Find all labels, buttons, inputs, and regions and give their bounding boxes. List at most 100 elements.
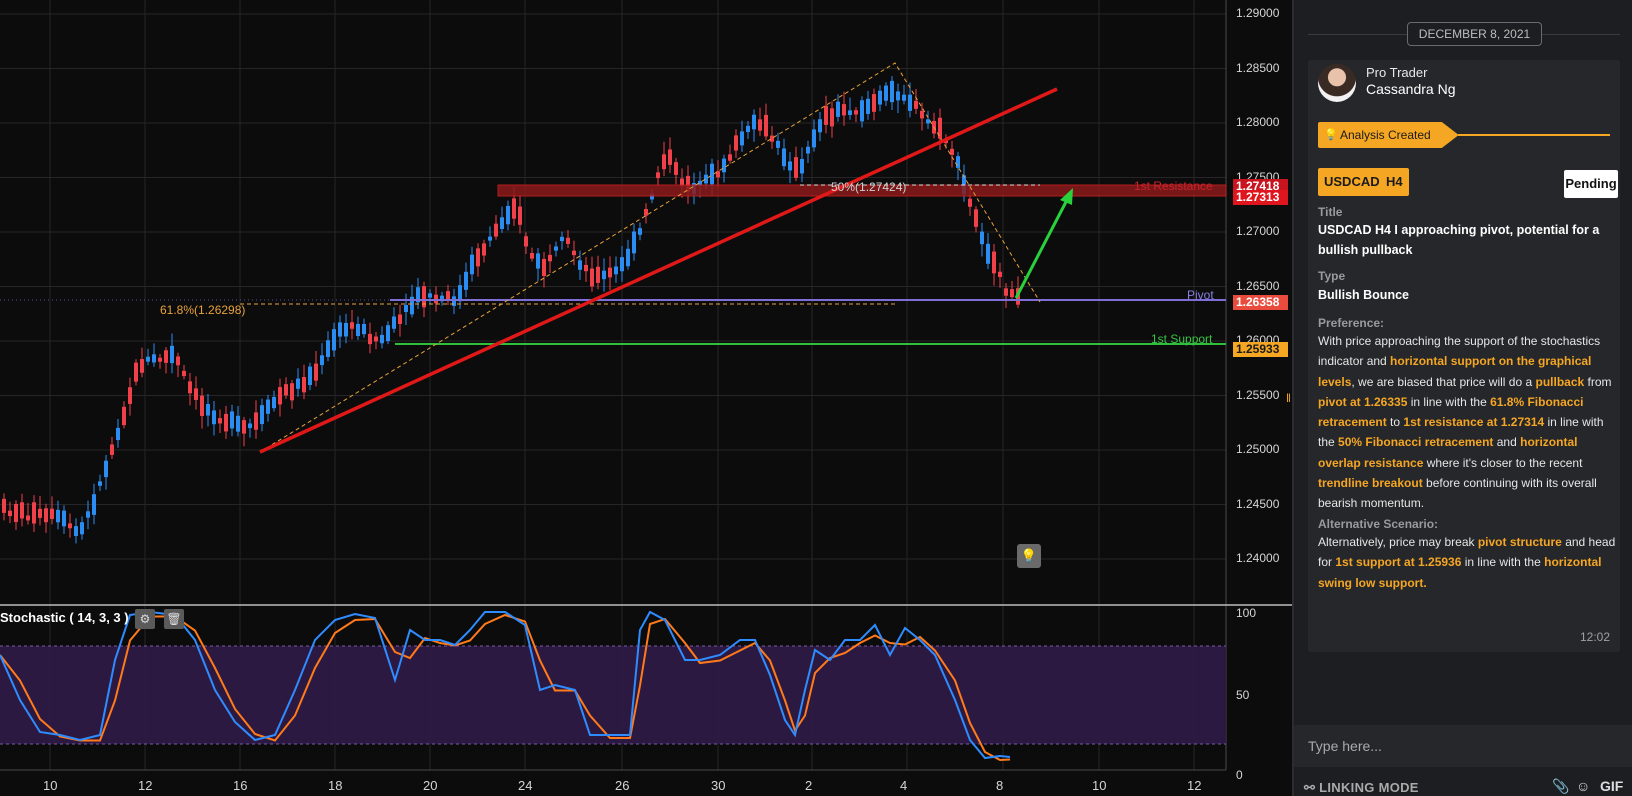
gif-button[interactable]: GIF: [1600, 778, 1624, 794]
bull-candle: [704, 174, 708, 184]
bear-candle: [950, 148, 954, 155]
date-axis-label: 24: [518, 778, 533, 793]
bear-candle: [302, 377, 306, 393]
price-axis-label: 1.25000: [1236, 442, 1280, 456]
bull-candle: [788, 161, 792, 171]
highlight-text: 61.8% Fibonacci retracement: [1318, 394, 1584, 430]
bear-candle: [182, 370, 186, 377]
bull-candle: [452, 296, 456, 306]
bear-candle: [716, 171, 720, 178]
fib-618-label: 61.8%(1.26298): [160, 303, 246, 317]
bull-candle: [908, 94, 912, 111]
date-pill: DECEMBER 8, 2021: [1407, 22, 1542, 46]
price-axis-label: 1.27000: [1236, 224, 1280, 238]
trash-icon[interactable]: 🗑: [164, 609, 184, 629]
bull-candle: [74, 526, 78, 537]
bull-candle: [806, 146, 810, 154]
body-text: where it's closer to the recent: [1423, 455, 1583, 470]
date-axis-label: 8: [996, 778, 1004, 793]
fib-swing-line: [259, 62, 1041, 453]
highlight-text: 50% Fibonacci retracement: [1338, 435, 1494, 450]
bear-candle: [38, 508, 42, 518]
bull-candle: [362, 324, 366, 335]
gear-icon[interactable]: ⚙: [135, 609, 155, 629]
bear-candle: [530, 253, 534, 259]
price-axis-label: 1.24500: [1236, 496, 1280, 511]
pivot-label: Pivot: [1187, 288, 1214, 302]
preference-text: With price approaching the support of th…: [1318, 331, 1616, 514]
bull-candle: [356, 323, 360, 337]
bear-candle: [188, 381, 192, 394]
bear-candle: [26, 515, 30, 521]
bear-candle: [548, 254, 552, 262]
price-axis-label: 1.28000: [1236, 115, 1280, 129]
bull-candle: [470, 254, 474, 275]
bear-candle: [476, 248, 480, 267]
status-bar: 💡 Analysis Created: [1318, 122, 1618, 148]
bear-candle: [728, 154, 732, 161]
bull-candle: [506, 205, 510, 225]
bear-candle: [482, 243, 486, 256]
highlight-text: trendline breakout: [1318, 476, 1423, 491]
bull-candle: [698, 180, 702, 185]
timeframe-tag[interactable]: H4: [1380, 168, 1409, 196]
body-text: from: [1584, 374, 1612, 389]
linking-mode-toggle[interactable]: ⚯ LINKING MODE: [1304, 780, 1419, 796]
body-text: in line with the: [1318, 415, 1604, 450]
bull-candle: [602, 270, 606, 280]
bear-candle: [734, 135, 738, 151]
pair-tag[interactable]: USDCAD: [1318, 168, 1386, 196]
body-text: , we are biased that price will do a: [1351, 374, 1536, 389]
price-chart[interactable]: [0, 0, 1292, 796]
bull-candle: [554, 246, 558, 251]
bull-candle: [626, 248, 630, 267]
analysis-card: Pro Trader Cassandra Ng 💡 Analysis Creat…: [1308, 60, 1620, 652]
bull-candle: [80, 522, 84, 535]
bull-candle: [890, 80, 894, 103]
bear-candle: [446, 291, 450, 302]
bear-candle: [794, 157, 798, 178]
bear-candle: [872, 94, 876, 112]
bear-candle: [224, 413, 228, 432]
bear-candle: [566, 237, 570, 244]
highlight-text: horizontal overlap resistance: [1318, 435, 1578, 470]
bull-candle: [104, 460, 108, 478]
bull-candle: [440, 295, 444, 302]
body-text: and: [1493, 435, 1521, 450]
bear-candle: [1004, 288, 1008, 296]
bear-candle: [8, 510, 12, 517]
lightbulb-icon[interactable]: 💡: [1017, 544, 1041, 568]
bull-candle: [776, 140, 780, 148]
date-axis-label: 10: [43, 778, 58, 793]
date-axis-label: 26: [615, 778, 630, 793]
bear-candle: [668, 149, 672, 165]
stochastic-d-line: [0, 613, 1011, 762]
paperclip-icon[interactable]: 📎: [1552, 778, 1570, 794]
bear-candle: [518, 206, 522, 225]
bear-candle: [2, 498, 6, 513]
avatar[interactable]: [1318, 64, 1356, 102]
bear-candle: [314, 363, 318, 381]
bull-candle: [320, 355, 324, 366]
bull-candle: [722, 158, 726, 173]
bull-candle: [884, 85, 888, 101]
bull-candle: [560, 236, 564, 242]
bull-candle: [632, 231, 636, 254]
bear-candle: [278, 387, 282, 405]
bear-candle: [524, 236, 528, 247]
bull-candle: [836, 101, 840, 117]
bull-candle: [98, 481, 102, 486]
trader-name[interactable]: Cassandra Ng: [1366, 81, 1456, 97]
panel-resize-handle[interactable]: ‖: [1286, 391, 1291, 405]
bull-candle: [620, 257, 624, 272]
bull-candle: [380, 334, 384, 344]
body-text: in line with the: [1407, 394, 1491, 409]
bull-candle: [536, 253, 540, 269]
chart-area[interactable]: 1.29000 1.28500 1.28000 1.27500 1.27000 1.265…: [0, 0, 1292, 796]
emoji-icon[interactable]: ☺: [1576, 778, 1591, 794]
message-input[interactable]: [1294, 725, 1632, 767]
bull-candle: [488, 236, 492, 241]
price-axis-label: 1.28500: [1236, 60, 1280, 75]
trader-role: Pro Trader: [1366, 65, 1428, 80]
